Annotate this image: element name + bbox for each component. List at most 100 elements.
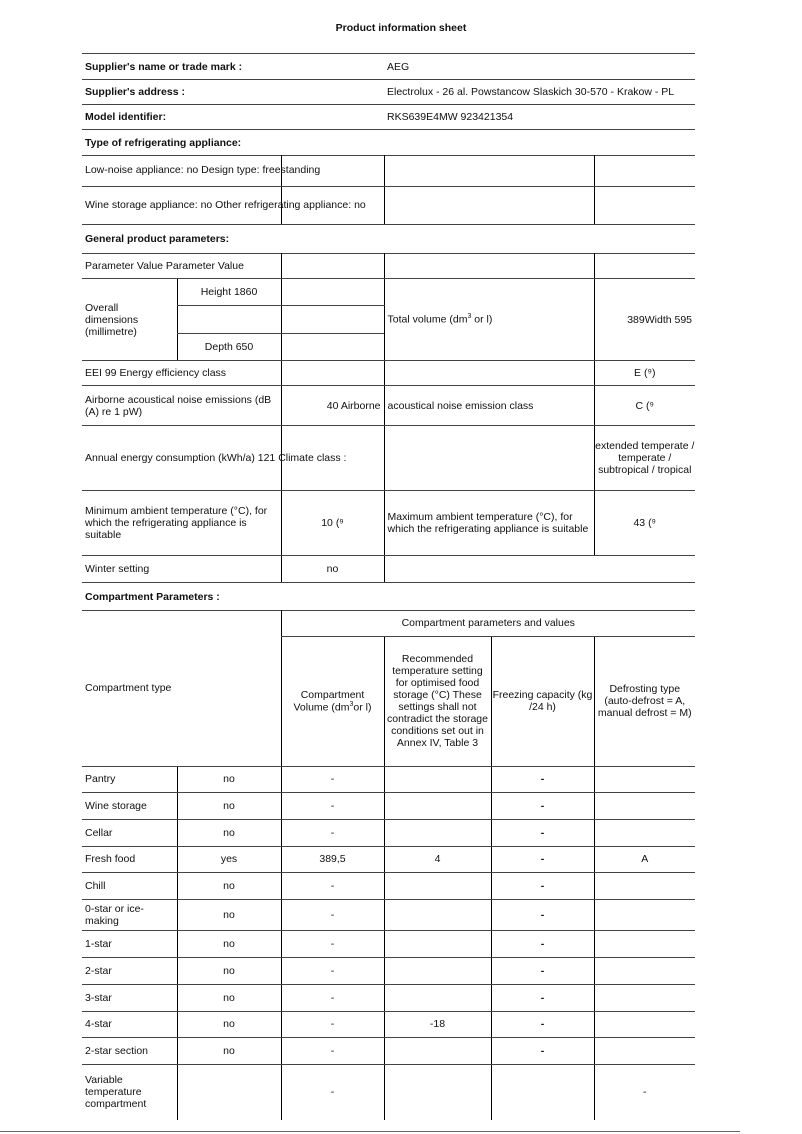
supplier-address-label: Supplier's address : <box>82 79 384 105</box>
compartment-defrost <box>593 819 696 847</box>
compartment-row: Pantry no - - <box>82 766 696 793</box>
compartment-volume: - <box>280 899 384 931</box>
compartment-row: Fresh food yes 389,5 4- A <box>82 846 696 873</box>
compartment-temp: -18 <box>383 1011 491 1038</box>
compartment-freezing <box>490 1064 594 1120</box>
compartment-row: 4-star no - -18- <box>82 1011 696 1038</box>
type-row-2: Wine storage appliance: no Other refrige… <box>82 186 366 225</box>
compartment-volume: - <box>280 957 384 985</box>
type-row-1: Low-noise appliance: no Design type: fre… <box>82 155 320 187</box>
compartment-temp <box>383 819 491 847</box>
compartment-name: 0-star or ice-making <box>82 899 177 931</box>
compartment-present: no <box>176 1011 281 1038</box>
compartment-defrost <box>593 766 696 793</box>
compartment-type-header: Compartment type <box>82 610 281 767</box>
page-bottom-line <box>0 1131 740 1132</box>
compartment-name: Pantry <box>82 766 177 793</box>
max-temp-label: Maximum ambient temperature (°C), for wh… <box>383 490 595 556</box>
model-identifier: RKS639E4MW 923421354 <box>384 104 695 130</box>
compartment-freezing: - <box>490 930 594 958</box>
energy-class-value: E (⁹) <box>593 360 696 386</box>
compartment-row: 1-star no - - <box>82 930 696 958</box>
depth-value: Depth 650 <box>176 333 282 361</box>
compartment-row: 2-star section no - - <box>82 1037 696 1065</box>
compartment-present: no <box>176 766 281 793</box>
compartment-name: 2-star section <box>82 1037 177 1065</box>
compartment-volume: - <box>280 930 384 958</box>
max-temp-value: 43 (⁹ <box>593 490 696 556</box>
compartment-temp <box>383 984 491 1012</box>
compartment-volume: - <box>280 766 384 793</box>
total-volume-label: Total volume (dm3 or l) <box>383 278 595 361</box>
noise-label: Airborne acoustical noise emissions (dB … <box>82 385 282 426</box>
compartment-temp <box>383 792 491 820</box>
compartment-row: 3-star no - - <box>82 984 696 1012</box>
compartment-volume: - <box>280 872 384 900</box>
supplier-name-label: Supplier's name or trade mark : <box>82 53 384 80</box>
compartment-freezing: - <box>490 1037 594 1065</box>
compartment-present: no <box>176 792 281 820</box>
compartment-present <box>176 1064 281 1120</box>
compartment-defrost <box>593 899 696 931</box>
compartment-present: yes <box>176 846 281 873</box>
compartment-defrost: A <box>593 846 696 873</box>
compartment-defrost <box>593 957 696 985</box>
compartment-name: Variable temperature compartment <box>85 1074 147 1111</box>
compartment-freezing: - <box>490 957 594 985</box>
compartment-temp <box>383 872 491 900</box>
defrost-header: Defrosting type (auto-defrost = A, manua… <box>593 636 696 767</box>
climate-class-value: extended temperate / temperate / subtrop… <box>593 425 696 491</box>
compartment-temp <box>383 1037 491 1065</box>
annual-energy-label: Annual energy consumption (kWh/a) 121 Cl… <box>82 425 346 491</box>
compartment-freezing: - <box>490 899 594 931</box>
compartment-present: no <box>176 984 281 1012</box>
compartment-volume: 389,5 <box>280 846 384 873</box>
total-volume-value: 389Width 595 <box>593 278 696 361</box>
compartment-volume: - <box>280 792 384 820</box>
compartment-row: Variable temperature compartment - - <box>82 1064 696 1120</box>
compartment-temp <box>383 766 491 793</box>
compartment-row: 2-star no - - <box>82 957 696 985</box>
compartment-name: Fresh food <box>82 846 177 873</box>
model-label: Model identifier: <box>82 104 384 130</box>
compartment-temp <box>383 1064 491 1120</box>
general-heading: General product parameters: <box>82 224 695 254</box>
compartment-volume: - <box>280 1011 384 1038</box>
freezing-header: Freezing capacity (kg /24 h) <box>490 636 594 767</box>
winter-value: no <box>280 555 385 583</box>
compartment-volume: - <box>280 819 384 847</box>
compartment-row: Chill no - - <box>82 872 696 900</box>
group-header: Compartment parameters and values <box>280 610 696 637</box>
height-value: Height 1860 <box>176 278 282 306</box>
compartment-table: Compartment type Compartment parameters a… <box>82 610 696 1120</box>
supplier-name: AEG <box>384 53 695 80</box>
supplier-table: Supplier's name or trade mark : AEG Suppl… <box>82 53 695 156</box>
compartment-name: Wine storage <box>82 792 177 820</box>
dimensions-label: Overall dimensions (millimetre) <box>82 278 177 361</box>
compartment-present: no <box>176 1037 281 1065</box>
compartment-volume: - <box>280 984 384 1012</box>
compartment-freezing: - <box>490 792 594 820</box>
compartments-heading: Compartment Parameters : <box>82 582 696 611</box>
compartment-row: 0-star or ice-making no - - <box>82 899 696 931</box>
compartment-name: 4-star <box>82 1011 177 1038</box>
compartment-present: no <box>176 819 281 847</box>
compartment-name: 3-star <box>82 984 177 1012</box>
compartment-temp <box>383 899 491 931</box>
noise-value: 40 Airborne <box>280 385 385 426</box>
compartment-name: Cellar <box>82 819 177 847</box>
compartment-freezing: - <box>490 819 594 847</box>
compartment-volume: - <box>280 1064 384 1120</box>
noise-class-label: acoustical noise emission class <box>383 385 595 426</box>
compartment-present: no <box>176 930 281 958</box>
compartment-defrost <box>593 984 696 1012</box>
compartment-present: no <box>176 957 281 985</box>
compartment-freezing: - <box>490 1011 594 1038</box>
type-table: Low-noise appliance: no Design type: fre… <box>82 155 695 254</box>
temp-header: Recommended temperature setting for opti… <box>383 636 491 767</box>
compartment-name: Chill <box>82 872 177 900</box>
compartment-name: 1-star <box>82 930 177 958</box>
compartment-name: 2-star <box>82 957 177 985</box>
volume-header: Compartment Volume (dm3or l) <box>280 636 384 767</box>
compartment-row: Wine storage no - - <box>82 792 696 820</box>
